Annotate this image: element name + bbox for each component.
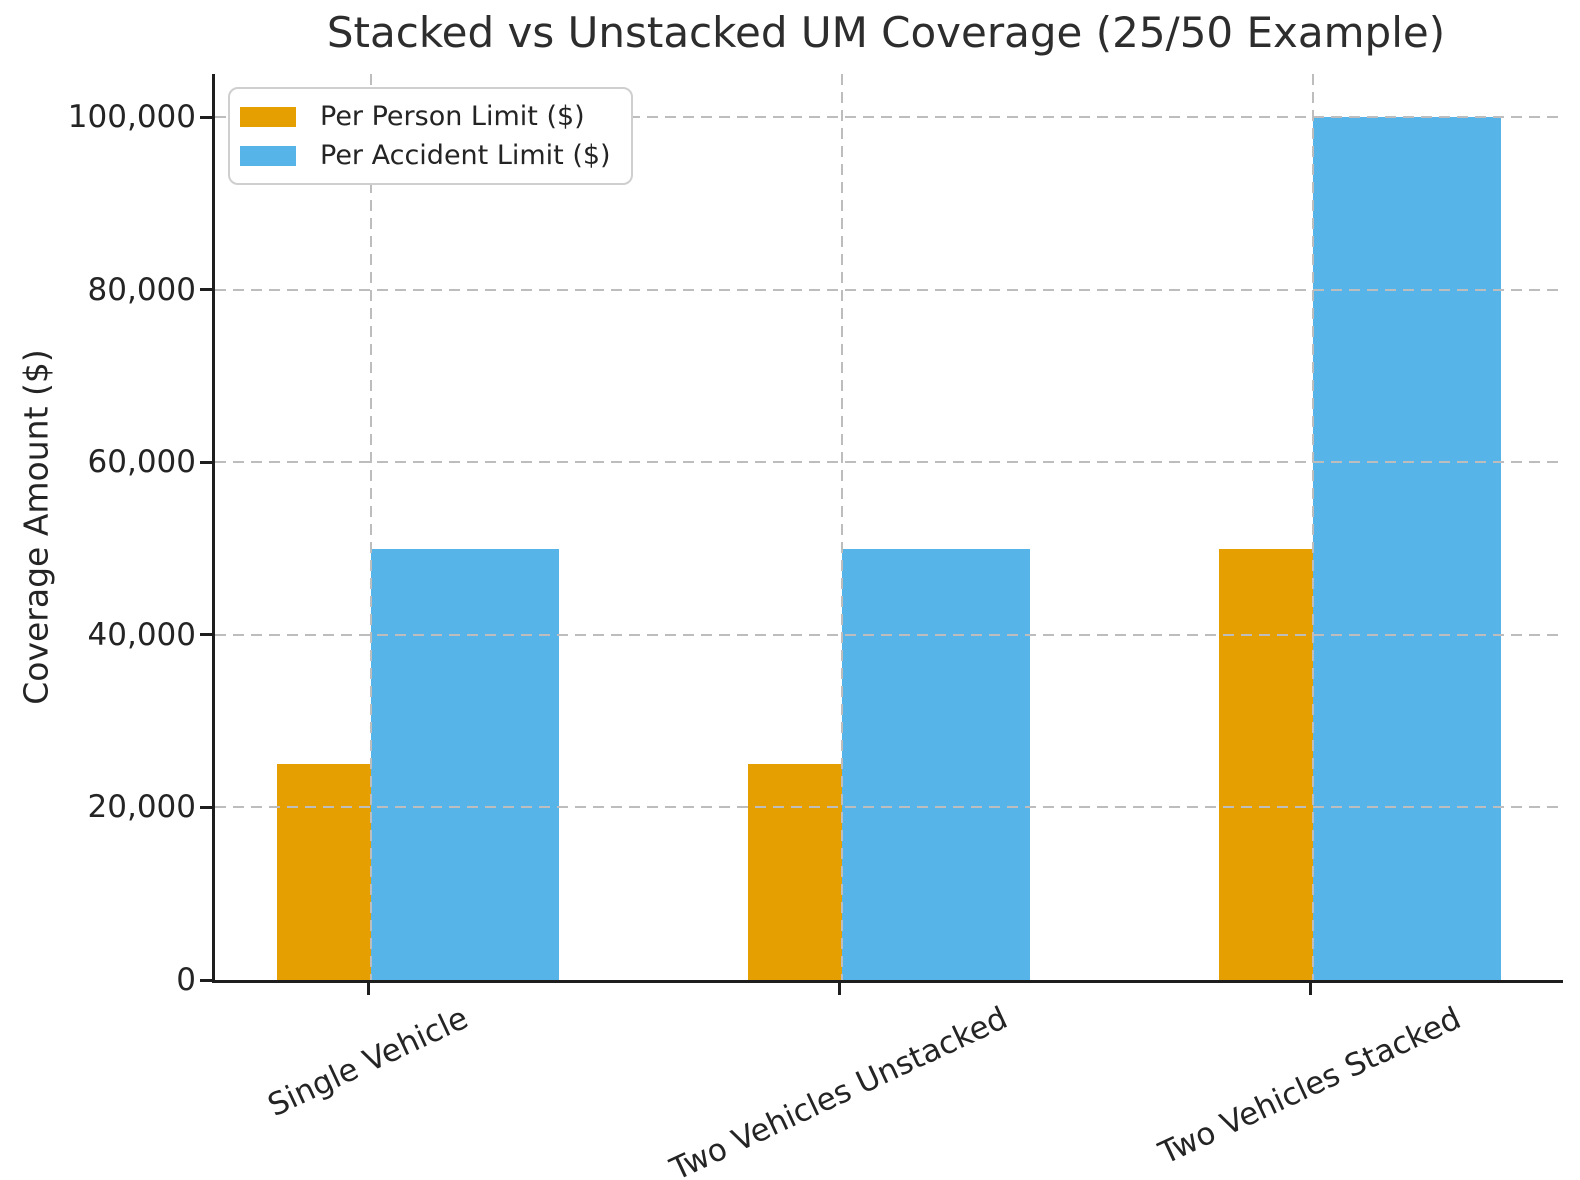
x-tick-label: Two Vehicles Stacked	[1153, 999, 1467, 1172]
gridline-vertical	[1312, 74, 1314, 980]
chart-title: Stacked vs Unstacked UM Coverage (25/50 …	[326, 8, 1446, 57]
bar-per-accident-3	[1313, 117, 1501, 980]
gridline-horizontal	[215, 116, 1563, 119]
y-axis-label: Coverage Amount ($)	[16, 349, 56, 705]
bar-per-person-1	[277, 764, 371, 980]
y-tick-label: 20,000	[87, 789, 196, 826]
y-tick-mark	[200, 633, 212, 637]
y-tick-label: 60,000	[87, 444, 196, 481]
plot-area	[212, 74, 1563, 983]
legend-label: Per Accident Limit ($)	[320, 140, 611, 171]
legend-row: Per Person Limit ($)	[240, 98, 611, 135]
y-tick-label: 80,000	[87, 271, 196, 308]
y-tick-mark	[200, 805, 212, 809]
bar-per-accident-1	[371, 548, 559, 980]
x-tick-mark	[366, 983, 370, 995]
per-accident-swatch-icon	[240, 145, 296, 166]
legend: Per Person Limit ($) Per Accident Limit …	[228, 87, 633, 185]
y-tick-label: 40,000	[87, 616, 196, 653]
gridline-horizontal	[215, 806, 1563, 809]
y-tick-mark	[200, 460, 212, 464]
x-tick-label: Two Vehicles Unstacked	[665, 999, 1013, 1180]
x-tick-mark	[837, 983, 841, 995]
y-tick-mark	[200, 115, 212, 119]
gridline-horizontal	[215, 633, 1563, 636]
y-tick-label: 100,000	[67, 99, 196, 136]
gridline-horizontal	[215, 461, 1563, 464]
y-tick-mark	[200, 288, 212, 292]
legend-label: Per Person Limit ($)	[320, 101, 585, 132]
gridline-vertical	[370, 74, 372, 980]
bar-per-person-3	[1219, 548, 1313, 980]
bar-per-accident-2	[842, 548, 1030, 980]
gridline-horizontal	[215, 288, 1563, 291]
legend-row: Per Accident Limit ($)	[240, 137, 611, 174]
x-tick-label: Single Vehicle	[262, 999, 474, 1124]
y-tick-label: 0	[176, 962, 196, 998]
gridline-vertical	[841, 74, 843, 980]
bar-per-person-2	[748, 764, 842, 980]
per-person-swatch-icon	[240, 106, 296, 127]
x-tick-mark	[1308, 983, 1312, 995]
y-tick-mark	[200, 978, 212, 982]
